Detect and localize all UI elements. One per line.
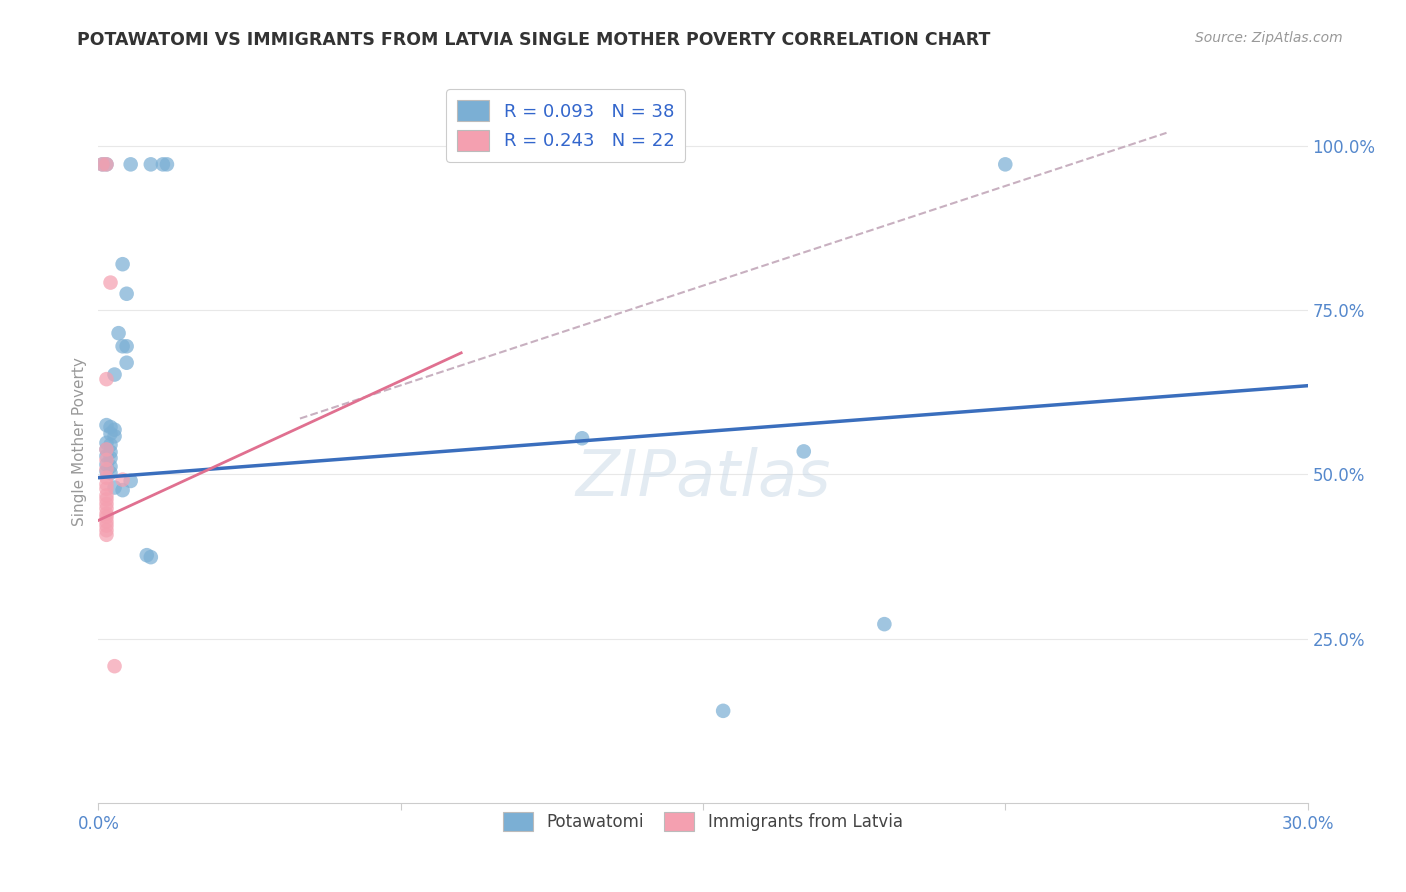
Point: [139, 550, 162, 565]
Point: [96, 492, 118, 507]
Point: [100, 466, 122, 480]
Point: [96, 518, 118, 533]
Point: [96, 464, 118, 478]
Point: [96, 157, 118, 171]
Legend: Potawatomi, Immigrants from Latvia: Potawatomi, Immigrants from Latvia: [496, 805, 910, 838]
Point: [111, 257, 134, 271]
Text: Source: ZipAtlas.com: Source: ZipAtlas.com: [1195, 31, 1343, 45]
Point: [103, 423, 125, 437]
Point: [156, 157, 179, 171]
Point: [107, 326, 129, 341]
Point: [96, 418, 118, 433]
Point: [96, 482, 118, 496]
Point: [96, 510, 118, 524]
Point: [873, 617, 896, 632]
Text: POTAWATOMI VS IMMIGRANTS FROM LATVIA SINGLE MOTHER POVERTY CORRELATION CHART: POTAWATOMI VS IMMIGRANTS FROM LATVIA SIN…: [77, 31, 991, 49]
Point: [96, 442, 118, 457]
Point: [96, 523, 118, 537]
Point: [96, 488, 118, 502]
Point: [96, 458, 118, 472]
Point: [111, 483, 134, 497]
Point: [111, 339, 134, 353]
Point: [100, 450, 122, 465]
Point: [96, 501, 118, 516]
Point: [120, 474, 142, 488]
Point: [96, 477, 118, 491]
Point: [91, 157, 114, 171]
Point: [96, 497, 118, 511]
Point: [135, 548, 157, 562]
Point: [91, 157, 114, 171]
Point: [100, 426, 122, 441]
Point: [793, 444, 815, 458]
Point: [711, 704, 734, 718]
Point: [96, 528, 118, 542]
Point: [96, 157, 118, 171]
Point: [96, 507, 118, 521]
Point: [96, 442, 118, 457]
Point: [100, 276, 122, 290]
Point: [111, 473, 134, 487]
Point: [96, 449, 118, 463]
Point: [103, 659, 125, 673]
Point: [96, 471, 118, 485]
Point: [96, 515, 118, 529]
Point: [139, 157, 162, 171]
Point: [96, 453, 118, 467]
Point: [103, 429, 125, 443]
Text: ZIPatlas: ZIPatlas: [575, 447, 831, 508]
Point: [115, 356, 138, 370]
Point: [994, 157, 1017, 171]
Point: [100, 438, 122, 452]
Point: [103, 368, 125, 382]
Point: [571, 431, 593, 445]
Point: [103, 481, 125, 495]
Point: [100, 445, 122, 459]
Point: [120, 157, 142, 171]
Point: [100, 420, 122, 434]
Y-axis label: Single Mother Poverty: Single Mother Poverty: [72, 357, 87, 526]
Point: [96, 462, 118, 476]
Point: [96, 435, 118, 450]
Point: [96, 372, 118, 386]
Point: [152, 157, 174, 171]
Point: [115, 339, 138, 353]
Point: [115, 286, 138, 301]
Point: [100, 459, 122, 474]
